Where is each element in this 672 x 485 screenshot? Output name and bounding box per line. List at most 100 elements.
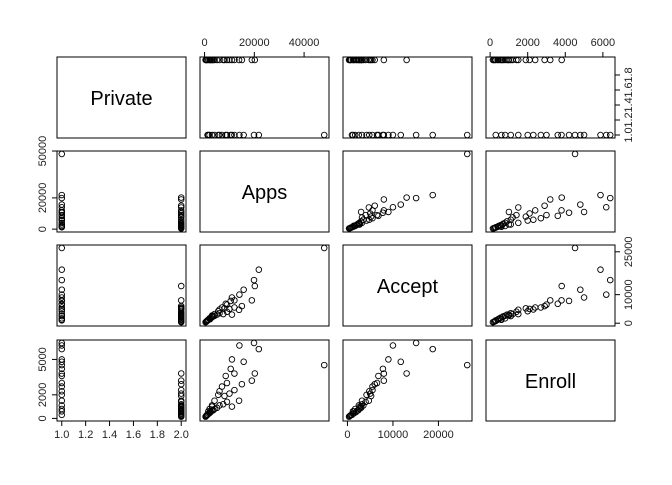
point: [177, 406, 185, 414]
point: [345, 225, 353, 232]
panel-frame: [485, 56, 616, 139]
y-tick-label: 5000: [37, 347, 49, 371]
point: [58, 244, 66, 252]
point: [177, 380, 185, 388]
point: [389, 204, 397, 211]
point: [537, 214, 545, 222]
point: [235, 397, 243, 404]
point: [505, 208, 513, 216]
point: [403, 56, 410, 64]
y-tick-label: 0: [623, 320, 635, 326]
point: [546, 196, 554, 203]
point: [373, 211, 381, 219]
y-tick-label: 0: [37, 415, 49, 421]
point: [565, 131, 573, 139]
point: [606, 194, 614, 202]
point: [558, 194, 565, 201]
point: [505, 221, 513, 228]
point: [58, 317, 66, 324]
point: [577, 131, 584, 139]
point: [177, 196, 185, 203]
point: [403, 370, 410, 377]
point: [255, 266, 263, 273]
point: [492, 131, 500, 139]
point: [571, 244, 579, 252]
x-tick-label: 4000: [553, 37, 577, 49]
variable-label: Enroll: [525, 371, 576, 393]
point: [501, 131, 509, 139]
point: [231, 131, 238, 139]
y-tick-label: 2000: [37, 383, 49, 407]
point: [397, 358, 405, 366]
point: [369, 386, 376, 394]
point: [571, 150, 579, 158]
point: [221, 305, 228, 312]
panel-frame: [56, 150, 187, 233]
point: [397, 201, 405, 208]
panel-frame: [199, 150, 330, 233]
point: [177, 392, 185, 400]
point: [177, 213, 185, 220]
point: [375, 372, 382, 380]
point: [58, 304, 66, 311]
point: [522, 213, 530, 220]
y-tick-label: 1.4: [623, 97, 635, 112]
y-tick-label: 1.6: [623, 82, 635, 97]
point: [515, 131, 522, 139]
x-tick-label: 20000: [239, 37, 270, 49]
panel-frame: [56, 56, 187, 139]
point: [58, 397, 66, 404]
point: [554, 131, 562, 139]
point: [202, 318, 209, 326]
point: [403, 194, 410, 201]
point: [546, 56, 554, 64]
point: [558, 207, 565, 214]
point: [350, 408, 358, 415]
point: [211, 131, 218, 139]
point: [526, 305, 533, 313]
x-tick-label: 1.8: [150, 429, 165, 441]
point: [577, 201, 584, 208]
point: [380, 377, 388, 384]
point: [58, 342, 66, 349]
point: [238, 302, 246, 310]
point: [210, 313, 217, 320]
point: [202, 413, 209, 420]
point: [177, 377, 185, 384]
y-tick-label: 0: [37, 226, 49, 232]
point: [412, 194, 420, 202]
point: [228, 311, 236, 318]
point: [597, 191, 604, 199]
point: [530, 216, 537, 224]
point: [210, 406, 217, 414]
variable-label: Accept: [377, 276, 439, 298]
panel-frame: [56, 339, 187, 422]
point: [498, 222, 505, 229]
point: [541, 302, 548, 310]
point: [58, 356, 66, 363]
point: [554, 300, 562, 308]
point: [546, 297, 554, 304]
point: [537, 131, 545, 139]
point: [255, 345, 263, 353]
point: [58, 345, 66, 353]
point: [177, 305, 185, 312]
x-tick-label: 0: [202, 37, 208, 49]
point: [363, 131, 370, 139]
point: [203, 412, 210, 419]
point: [177, 403, 185, 410]
point: [580, 131, 588, 139]
point: [58, 370, 66, 377]
point: [580, 294, 588, 301]
point: [367, 213, 375, 220]
point: [429, 191, 436, 199]
point: [177, 202, 185, 209]
point: [58, 194, 66, 202]
point: [355, 220, 362, 227]
point: [226, 305, 233, 313]
point: [463, 150, 471, 158]
point: [58, 411, 66, 419]
point: [597, 266, 604, 273]
point: [240, 131, 247, 139]
point: [58, 383, 66, 390]
